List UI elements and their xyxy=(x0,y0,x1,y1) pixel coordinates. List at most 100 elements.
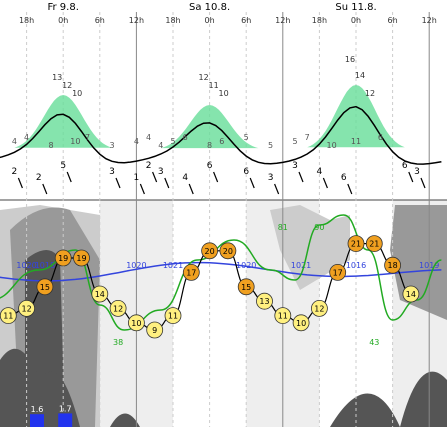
humidity-label: 81 xyxy=(278,223,288,232)
wind-speed-label: 6 xyxy=(402,161,408,171)
temp-badge-value: 10 xyxy=(296,319,306,328)
temp-badge-value: 17 xyxy=(333,268,343,277)
temp-badge xyxy=(54,249,72,267)
temp-label: 4 xyxy=(134,137,139,146)
pressure-label: 1019 xyxy=(419,261,439,270)
temp-label: 4 xyxy=(12,137,17,146)
temp-badge-value: 19 xyxy=(58,254,68,263)
temp-badge xyxy=(91,285,109,303)
temp-badge-value: 11 xyxy=(3,312,13,321)
temp-label: 7 xyxy=(305,133,310,142)
peak-label: 14 xyxy=(355,71,365,80)
temp-badge xyxy=(384,256,402,274)
temp-badge-value: 21 xyxy=(351,240,361,249)
precip-label: 1.7 xyxy=(59,404,72,413)
pressure-label: 1016 xyxy=(346,261,366,270)
wind-speed-label: 3 xyxy=(292,161,298,171)
wind-speed-label: 4 xyxy=(182,173,188,183)
temperature-curve xyxy=(0,105,442,165)
wind-speed-label: 3 xyxy=(268,173,274,183)
cloud-low xyxy=(400,371,447,427)
tick-labels: Fr 9.8. Sa 10.8. Su 11.8. 18h 0h 6h 12h 18h 0h 6h… xyxy=(19,2,437,25)
day-label: Fr 9.8. xyxy=(47,2,78,13)
temp-badge-value: 12 xyxy=(113,304,123,313)
peak-label: 10 xyxy=(72,89,82,98)
hour-tick-label: 18h xyxy=(165,16,180,25)
temp-label: 7 xyxy=(85,133,90,142)
temp-badge-value: 14 xyxy=(95,290,105,299)
temp-badge xyxy=(365,235,383,253)
pressure-label: 1020 xyxy=(16,261,36,270)
temp-badge xyxy=(310,299,328,317)
temp-label: 4 xyxy=(158,141,163,150)
wind-speed-label: 6 xyxy=(207,161,213,171)
peak-label: 12 xyxy=(199,73,209,82)
temp-label: 5 xyxy=(292,137,297,146)
temp-badge xyxy=(347,235,365,253)
wind-speed-label: 6 xyxy=(243,167,249,177)
humidity-label: 90 xyxy=(314,223,324,232)
cloud-low xyxy=(0,348,80,427)
temp-badge xyxy=(18,299,36,317)
temp-badge-value: 10 xyxy=(131,319,141,328)
temp-label: 8 xyxy=(48,141,53,150)
temp-label: 5 xyxy=(268,141,273,150)
wind-speed-label: 2 xyxy=(12,167,18,177)
peak-label: 12 xyxy=(365,89,375,98)
wind-arrow xyxy=(42,183,48,195)
peak-label: 16 xyxy=(345,55,355,64)
temp-badge xyxy=(237,278,255,296)
temp-label: 11 xyxy=(351,137,361,146)
wind-speed-label: 3 xyxy=(414,167,420,177)
temp-badge-value: 13 xyxy=(259,297,269,306)
wind-speed-label: 5 xyxy=(60,161,66,171)
temp-badge-value: 20 xyxy=(205,247,215,256)
temp-badge xyxy=(109,299,127,317)
temp-label: 8 xyxy=(207,141,212,150)
temp-badge xyxy=(292,314,310,332)
hour-tick-label: 12h xyxy=(129,16,144,25)
temp-label: 6 xyxy=(183,133,188,142)
hour-tick-label: 6h xyxy=(388,16,398,25)
wind-speed-label: 3 xyxy=(109,167,115,177)
wind-arrow xyxy=(66,171,72,183)
hour-tick-label: 0h xyxy=(351,16,361,25)
temp-badge-value: 11 xyxy=(168,312,178,321)
temp-badge xyxy=(274,307,292,325)
wind-speed-label: 3 xyxy=(158,167,164,177)
temp-badge-value: 18 xyxy=(388,261,398,270)
temp-badge xyxy=(164,307,182,325)
temp-label: 4 xyxy=(146,133,151,142)
grid-lines xyxy=(26,12,430,427)
temperature-badges: 11 12 15 19 19 14 12 10 9 11 17 20 20 15 13 11 10 12 17 21 2… xyxy=(0,235,420,339)
peak-label: 11 xyxy=(209,81,219,90)
temp-badge-value: 20 xyxy=(223,247,233,256)
temp-badge xyxy=(201,242,219,260)
temp-badge xyxy=(73,249,90,267)
temp-label: 4 xyxy=(24,133,29,142)
temp-badge xyxy=(146,321,164,339)
wind-speed-label: 2 xyxy=(146,161,152,171)
temp-badge-value: 17 xyxy=(186,268,196,277)
hour-tick-label: 12h xyxy=(422,16,437,25)
temp-badge-value: 15 xyxy=(40,283,50,292)
cloud-high xyxy=(270,205,350,290)
temp-badge-value: 12 xyxy=(314,304,324,313)
temp-badge-value: 14 xyxy=(406,290,416,299)
temp-badge-value: 9 xyxy=(152,326,157,335)
temp-label: 10 xyxy=(70,137,80,146)
wind-speed-label: 6 xyxy=(341,173,347,183)
temp-badge-value: 12 xyxy=(22,304,32,313)
temperature-panel: 1312101211101614123448107344456865557101… xyxy=(0,55,442,195)
day-label: Sa 10.8. xyxy=(189,2,230,13)
temp-badge xyxy=(36,278,54,296)
precip-bar xyxy=(58,413,73,427)
wind-arrow xyxy=(139,183,145,195)
cloud-low xyxy=(110,413,140,427)
wind-arrow xyxy=(274,183,280,195)
cloud-low xyxy=(330,393,400,427)
temp-badge xyxy=(329,263,347,281)
hour-tick-label: 6h xyxy=(241,16,251,25)
temp-badge xyxy=(182,263,200,281)
